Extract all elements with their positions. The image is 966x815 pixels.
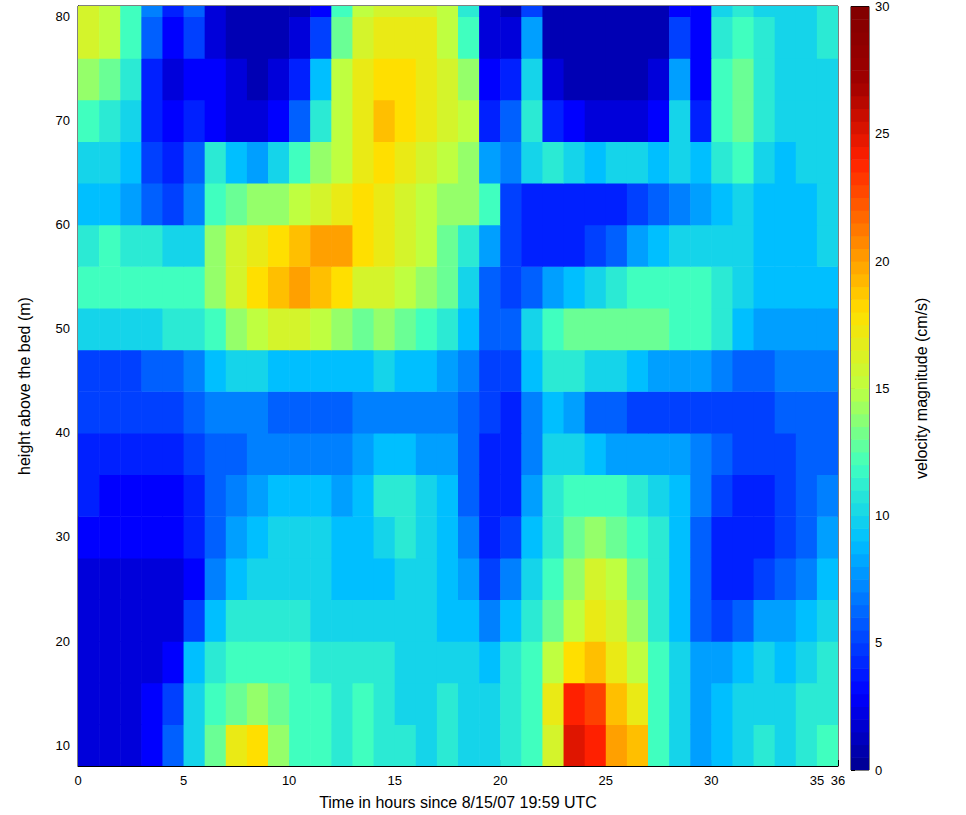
- svg-text:70: 70: [56, 113, 70, 128]
- svg-text:25: 25: [599, 773, 613, 788]
- svg-text:36: 36: [831, 773, 845, 788]
- svg-text:5: 5: [180, 773, 187, 788]
- svg-text:40: 40: [56, 425, 70, 440]
- svg-text:15: 15: [875, 381, 889, 396]
- svg-text:50: 50: [56, 321, 70, 336]
- svg-text:5: 5: [875, 635, 882, 650]
- svg-text:10: 10: [282, 773, 296, 788]
- svg-text:0: 0: [74, 773, 81, 788]
- svg-text:80: 80: [56, 9, 70, 24]
- svg-text:60: 60: [56, 217, 70, 232]
- svg-text:Time in hours since 8/15/07 19: Time in hours since 8/15/07 19:59 UTC: [319, 794, 597, 811]
- svg-text:30: 30: [875, 0, 889, 14]
- svg-text:0: 0: [875, 763, 882, 778]
- svg-text:20: 20: [56, 634, 70, 649]
- svg-text:30: 30: [704, 773, 718, 788]
- svg-text:height above the bed (m): height above the bed (m): [16, 297, 33, 475]
- svg-text:20: 20: [875, 254, 889, 269]
- svg-text:30: 30: [56, 529, 70, 544]
- svg-text:velocity magnitude (cm/s): velocity magnitude (cm/s): [913, 298, 930, 479]
- svg-text:20: 20: [493, 773, 507, 788]
- svg-text:15: 15: [387, 773, 401, 788]
- svg-text:35: 35: [810, 773, 824, 788]
- svg-text:10: 10: [875, 508, 889, 523]
- svg-text:25: 25: [875, 126, 889, 141]
- svg-text:10: 10: [56, 738, 70, 753]
